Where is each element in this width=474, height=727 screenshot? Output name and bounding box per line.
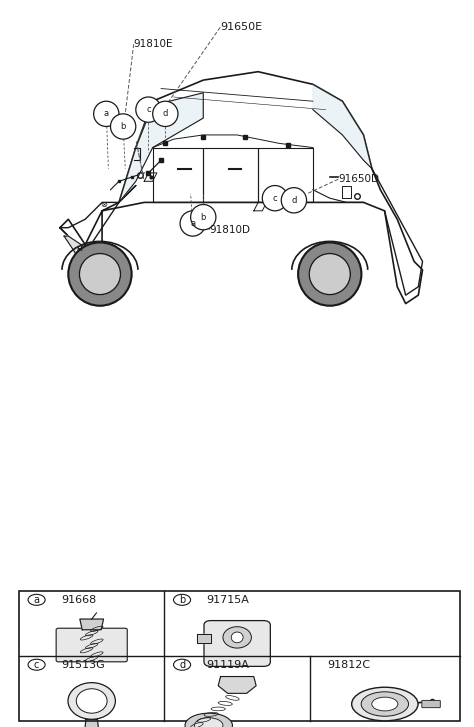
Circle shape xyxy=(191,204,216,230)
Text: c: c xyxy=(34,659,39,670)
Circle shape xyxy=(281,188,307,213)
Circle shape xyxy=(173,659,191,670)
Text: 91668: 91668 xyxy=(61,595,96,605)
Text: a: a xyxy=(190,219,195,228)
Polygon shape xyxy=(218,677,256,694)
Ellipse shape xyxy=(194,718,223,727)
Ellipse shape xyxy=(352,687,418,720)
Circle shape xyxy=(136,97,161,122)
Text: ⊗: ⊗ xyxy=(100,200,108,209)
FancyBboxPatch shape xyxy=(422,700,440,707)
Circle shape xyxy=(94,101,119,126)
Text: 91715A: 91715A xyxy=(206,595,249,605)
Circle shape xyxy=(153,101,178,126)
Circle shape xyxy=(80,254,120,294)
Ellipse shape xyxy=(361,692,409,716)
Text: d: d xyxy=(179,659,185,670)
Text: 91650D: 91650D xyxy=(338,174,379,184)
Circle shape xyxy=(173,595,191,606)
Text: d: d xyxy=(291,196,297,205)
Ellipse shape xyxy=(223,627,251,648)
Polygon shape xyxy=(119,93,203,202)
Circle shape xyxy=(68,243,132,306)
Ellipse shape xyxy=(231,632,243,643)
Text: b: b xyxy=(179,595,185,605)
Polygon shape xyxy=(313,84,372,169)
Text: H: H xyxy=(76,246,82,252)
Text: a: a xyxy=(104,109,109,119)
Ellipse shape xyxy=(372,697,398,711)
Text: b: b xyxy=(120,122,126,131)
Text: 91810D: 91810D xyxy=(210,225,251,235)
Text: a: a xyxy=(34,595,40,605)
Ellipse shape xyxy=(185,713,232,727)
Text: c: c xyxy=(273,193,277,203)
Circle shape xyxy=(309,254,350,294)
FancyBboxPatch shape xyxy=(56,628,127,662)
Ellipse shape xyxy=(76,688,107,713)
Polygon shape xyxy=(80,619,103,630)
Polygon shape xyxy=(84,719,99,727)
Text: d: d xyxy=(163,109,168,119)
Text: 91513G: 91513G xyxy=(61,659,105,670)
Text: c: c xyxy=(146,105,151,114)
Text: b: b xyxy=(201,213,206,222)
Bar xyxy=(19,591,460,721)
Circle shape xyxy=(298,243,361,306)
Text: 91810E: 91810E xyxy=(134,39,173,49)
Circle shape xyxy=(110,114,136,139)
Polygon shape xyxy=(197,635,211,643)
Text: 91119A: 91119A xyxy=(206,659,249,670)
Circle shape xyxy=(28,595,45,606)
Circle shape xyxy=(262,185,288,211)
Polygon shape xyxy=(64,236,102,270)
Text: 91812C: 91812C xyxy=(328,659,371,670)
FancyBboxPatch shape xyxy=(204,621,270,667)
Circle shape xyxy=(28,659,45,670)
Ellipse shape xyxy=(68,683,115,719)
Text: 91650E: 91650E xyxy=(220,23,262,33)
Circle shape xyxy=(180,211,205,236)
